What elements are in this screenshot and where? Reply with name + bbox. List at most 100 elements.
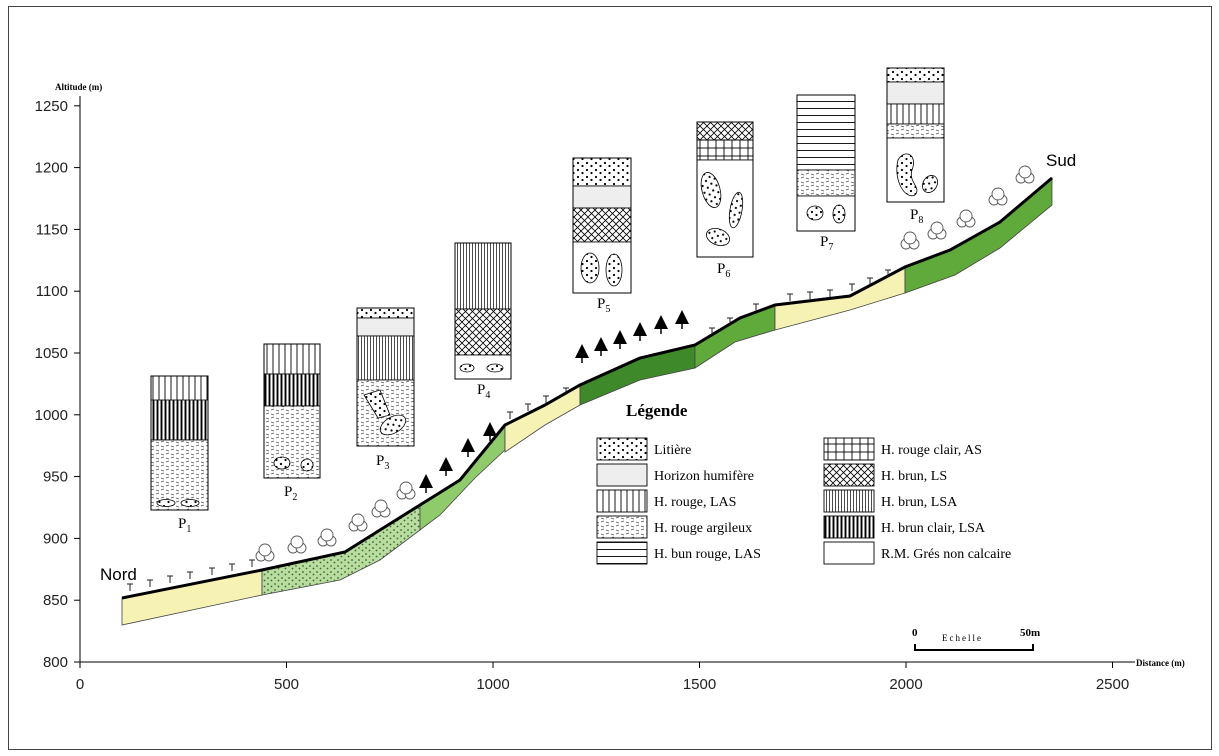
y-tick-label: 1100 — [36, 283, 68, 300]
grass-icon — [807, 291, 813, 299]
legend-label: R.M. Grés non calcaire — [881, 547, 1011, 562]
grass-icon — [229, 563, 235, 571]
p3-horizon-litter — [356, 307, 415, 319]
p3-horizon-humus — [356, 317, 415, 337]
p6-stone-1 — [700, 172, 722, 208]
legend-label: H. rouge clair, AS — [881, 443, 982, 458]
p8-stone-2 — [922, 175, 938, 193]
p3-stone-2 — [379, 414, 407, 436]
grass-icon — [249, 559, 255, 567]
axes: Altitude (m) Distance (m) 1250 1200 1150 11… — [35, 82, 1185, 693]
p1-stone-2 — [180, 499, 200, 507]
p8-horizon-red-las — [886, 103, 945, 125]
p6-column-outline — [696, 121, 754, 258]
legend-swatch-dashes — [596, 515, 648, 539]
legend-items: Litière Horizon humifère H. rouge, LAS H. r… — [596, 437, 1011, 565]
grass-icon — [885, 269, 891, 277]
p5-stone-1 — [580, 252, 600, 284]
scale-bar-line — [914, 644, 1034, 651]
shrub-icon — [1015, 165, 1035, 184]
shrub-icon — [255, 543, 275, 562]
soil-profile-p1 — [150, 375, 209, 511]
legend-title: Légende — [626, 401, 688, 420]
y-tick-label: 800 — [43, 654, 68, 671]
soil-profiles: P1 P2 P3 P4 P5 P6 P7 P8 — [150, 67, 945, 535]
p8-horizon-red-clay — [886, 123, 945, 139]
p7-stone-2 — [832, 204, 846, 224]
legend-swatch-dots — [596, 437, 648, 461]
legend-label: H. brun clair, LSA — [881, 521, 986, 536]
tree-icon — [675, 310, 689, 329]
scale-title: Echelle — [942, 633, 983, 643]
ground-surface-line — [121, 176, 1053, 600]
soil-profile-p2 — [263, 343, 321, 479]
legend-label: Horizon humifère — [654, 469, 754, 484]
p8-horizon-humus — [886, 81, 945, 105]
p5-horizon-humus — [572, 185, 632, 209]
x-tick-label: 1500 — [683, 676, 716, 693]
p4-horizon-brown-lsa — [454, 242, 512, 310]
profile-label-p7: P7 — [820, 234, 833, 253]
p4-stone-2 — [486, 363, 504, 373]
shrub-icon — [956, 209, 976, 228]
y-tick-label: 1150 — [36, 221, 68, 238]
p1-horizon-red-clay — [150, 439, 209, 511]
p8-horizon-litter — [886, 67, 945, 83]
scale-end-label: 50m — [1020, 627, 1040, 639]
shrub-icon — [988, 187, 1008, 206]
legend-swatch-grey — [596, 463, 648, 487]
soil-profile-p4 — [454, 242, 512, 380]
soil-profile-p5 — [572, 157, 632, 294]
grass-icon — [563, 387, 569, 395]
p7-horizon-red-clay — [796, 169, 856, 197]
p5-stone-2 — [605, 253, 623, 287]
grass-icon — [507, 411, 513, 419]
legend: Légende Litière Horizon humifère H. rouge,… — [596, 401, 1011, 565]
tree-icon — [439, 457, 453, 476]
profile-label-p5: P5 — [597, 296, 610, 315]
p8-column-outline — [886, 67, 945, 203]
legend-label: H. brun, LS — [881, 469, 947, 484]
p3-stone-1 — [363, 389, 391, 419]
y-tick-label: 850 — [43, 592, 68, 609]
vegetation-symbols — [127, 165, 1035, 591]
tree-icon — [419, 474, 433, 493]
tree-icon — [633, 322, 647, 341]
tree-icon — [483, 422, 497, 441]
legend-label: H. bun rouge, LAS — [654, 547, 761, 562]
grass-icon — [543, 395, 549, 403]
p2-column-outline — [263, 343, 321, 479]
p2-stone-1 — [273, 456, 291, 470]
profile-label-p2: P2 — [284, 484, 297, 503]
p6-stone-2 — [728, 191, 744, 229]
legend-label: Litière — [654, 443, 691, 458]
x-tick-label: 500 — [274, 676, 299, 693]
legend-swatch-cross — [823, 463, 875, 487]
x-tick-label: 2500 — [1096, 676, 1129, 693]
p1-column-outline — [150, 375, 209, 511]
p7-horizon-base — [796, 195, 856, 232]
shrub-icon — [287, 535, 307, 554]
p3-horizon-brown-lsa — [356, 335, 415, 381]
profile-label-p1: P1 — [178, 516, 191, 535]
legend-label: H. brun, LSA — [881, 495, 958, 510]
tree-icon — [594, 337, 608, 356]
shrub-icon — [317, 528, 337, 547]
y-tick-label: 900 — [43, 530, 68, 547]
scale-start-label: 0 — [912, 627, 918, 639]
y-tick-label: 1050 — [35, 345, 68, 362]
shrub-icon — [927, 221, 947, 240]
p7-stone-1 — [806, 205, 824, 221]
grass-icon — [209, 567, 215, 575]
shrub-icon — [396, 481, 416, 500]
tree-icon — [461, 438, 475, 457]
tree-icon — [575, 344, 589, 363]
legend-label: H. rouge, LAS — [654, 495, 736, 510]
soil-segment-dark-green — [579, 344, 696, 406]
grass-icon — [525, 403, 531, 411]
y-tick-label: 950 — [43, 469, 68, 486]
p7-column-outline — [796, 94, 856, 232]
profile-label-p6: P6 — [717, 261, 730, 280]
x-tick-label: 0 — [76, 676, 84, 693]
